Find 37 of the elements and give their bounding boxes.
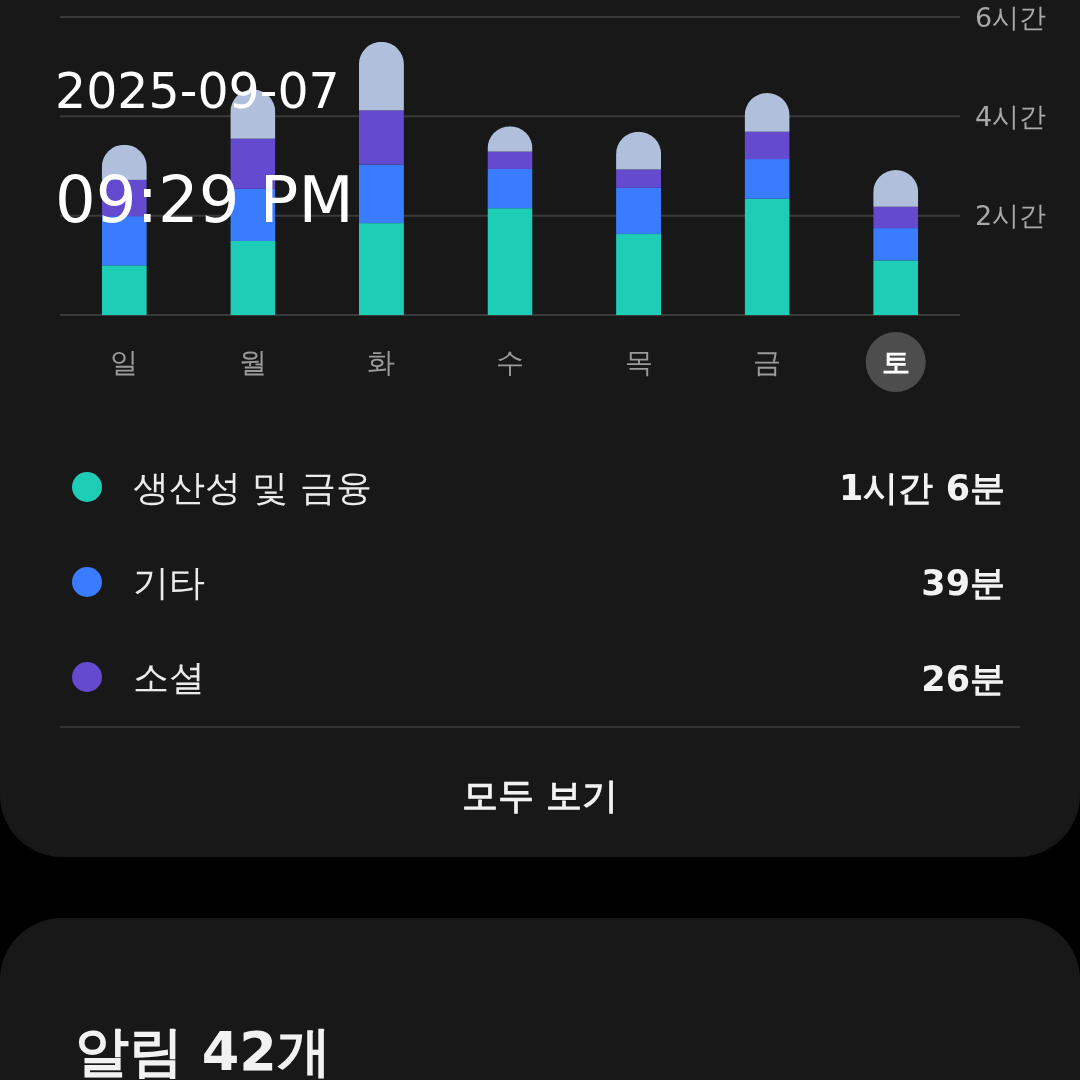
bar [744, 198, 790, 315]
bar [487, 208, 533, 315]
bar [358, 223, 404, 315]
annotation: 2025-09-07 [55, 63, 340, 120]
text: 알림 42개 [75, 1020, 331, 1080]
y-tick-label: 4시간 [975, 100, 1047, 132]
y-tick-label: 6시간 [975, 1, 1047, 33]
bar [101, 265, 147, 315]
legend-label: 생산성 및 금융 [133, 467, 372, 508]
bar [487, 168, 533, 209]
text: 모두 보기 [461, 775, 619, 816]
x-tick-label: 목 [624, 346, 653, 379]
bar [358, 110, 404, 165]
text: 1시간 6분 [839, 468, 1005, 508]
bar [744, 131, 790, 160]
bar [616, 169, 662, 188]
bar [616, 234, 662, 315]
bar [358, 41, 404, 111]
bar [873, 206, 919, 229]
x-tick-label: 일 [110, 346, 139, 379]
bar [744, 159, 790, 199]
y-tick-label: 2시간 [975, 200, 1047, 232]
bar [616, 187, 662, 235]
legend-label: 기타 [133, 562, 205, 603]
bar [358, 164, 404, 224]
bar [873, 260, 919, 315]
bar [873, 228, 919, 261]
x-tick-label: 수 [496, 346, 524, 379]
x-tick-label: 토 [881, 346, 910, 379]
bar [230, 241, 276, 315]
x-tick-label: 화 [367, 346, 396, 379]
text: 26분 [921, 659, 1005, 699]
x-tick-label: 금 [753, 346, 782, 379]
legend-label: 소셜 [133, 657, 205, 698]
x-tick-label: 월 [238, 346, 267, 379]
text: 39분 [921, 563, 1005, 603]
bar [487, 151, 533, 169]
